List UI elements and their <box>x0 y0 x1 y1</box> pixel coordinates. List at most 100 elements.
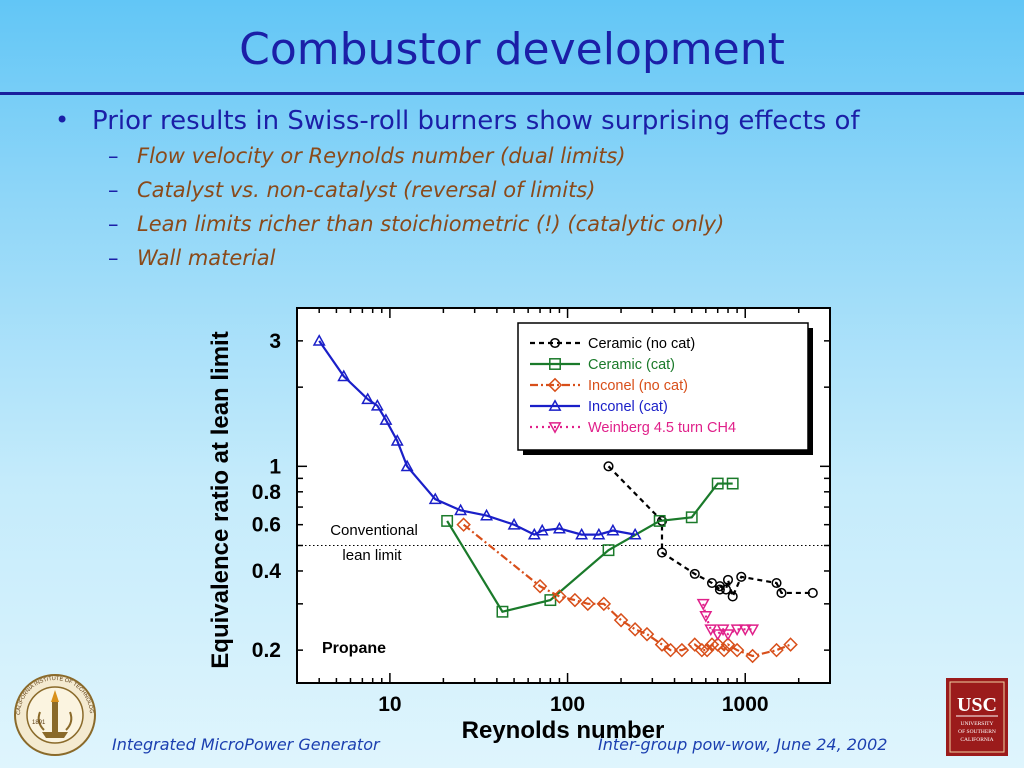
data-point <box>685 511 698 524</box>
legend-label: Weinberg 4.5 turn CH4 <box>588 420 736 436</box>
slide-title: Combustor development <box>239 24 785 75</box>
data-point <box>771 577 782 589</box>
main-bullet: Prior results in Swiss-roll burners show… <box>92 106 860 136</box>
data-point <box>548 399 562 411</box>
plot-frame <box>296 307 831 684</box>
data-point <box>704 637 720 652</box>
data-point <box>596 596 612 612</box>
data-point <box>606 523 620 536</box>
data-point <box>639 626 655 642</box>
data-point <box>567 592 583 608</box>
data-point <box>390 434 404 446</box>
propane-annotation: Propane <box>322 640 386 657</box>
data-point <box>454 503 468 516</box>
series-1 <box>441 477 739 618</box>
x-tick-label: 10 <box>378 693 401 716</box>
series-2 <box>456 517 798 664</box>
data-point <box>696 598 710 611</box>
x-axis-label: Reynolds number <box>462 717 665 744</box>
legend-label: Inconel (cat) <box>588 399 668 415</box>
data-point <box>726 477 739 490</box>
usc-line-3: CALIFORNIA <box>960 737 993 743</box>
data-point <box>738 624 752 637</box>
data-point <box>379 413 393 425</box>
y-tick-label: 0.2 <box>252 639 281 662</box>
data-point <box>722 574 734 585</box>
data-point <box>370 398 384 411</box>
data-point <box>532 578 548 594</box>
data-point <box>549 358 561 370</box>
subbullet-2: Catalyst vs. non-catalyst (reversal of l… <box>137 178 596 202</box>
dash-icon: – <box>108 178 119 202</box>
data-point <box>736 571 747 582</box>
y-tick-label: 0.4 <box>252 560 282 583</box>
data-point <box>654 637 670 652</box>
data-point <box>711 629 725 641</box>
caltech-seal-icon: 1891 CALIFORNIA INSTITUTE OF TECHNOLOGY <box>10 672 96 756</box>
data-point <box>613 612 629 628</box>
data-point <box>687 637 703 652</box>
reference-line-label-2: lean limit <box>342 547 402 564</box>
x-tick-label: 100 <box>550 693 585 716</box>
usc-line-2: OF SOUTHERN <box>958 729 996 735</box>
data-point <box>456 517 471 532</box>
data-point <box>689 568 700 579</box>
y-tick-label: 1 <box>269 455 281 478</box>
series-line <box>607 465 813 600</box>
data-point <box>361 392 375 405</box>
data-point <box>714 584 725 595</box>
title-divider <box>0 92 1024 95</box>
subbullet-4: Wall material <box>137 246 276 270</box>
dash-icon: – <box>108 246 119 270</box>
legend-label: Inconel (no cat) <box>588 378 688 394</box>
data-point <box>428 492 442 505</box>
dash-icon: – <box>108 144 119 168</box>
data-point <box>400 459 414 472</box>
data-point <box>807 587 818 599</box>
legend-label: Ceramic (cat) <box>588 357 675 373</box>
y-tick-label: 0.8 <box>252 481 282 504</box>
data-point <box>547 377 563 393</box>
data-point <box>552 589 567 604</box>
usc-logo-icon: USC UNIVERSITY OF SOUTHERN CALIFORNIA <box>946 678 1008 756</box>
data-point <box>674 642 690 658</box>
bullet-dot-icon: • <box>55 106 70 134</box>
data-point <box>783 637 798 652</box>
data-point <box>727 591 738 602</box>
data-point <box>663 642 678 658</box>
usc-wordmark: USC <box>957 694 997 716</box>
data-point <box>535 523 549 536</box>
usc-line-1: UNIVERSITY <box>961 721 994 727</box>
y-tick-label: 3 <box>269 330 281 353</box>
data-point <box>575 527 589 540</box>
data-point <box>603 461 614 472</box>
data-point <box>627 622 643 637</box>
data-point <box>441 514 454 527</box>
data-point <box>480 508 494 521</box>
series-3 <box>312 334 642 540</box>
y-tick-label: 0.6 <box>252 514 281 537</box>
data-point <box>769 642 784 658</box>
subbullet-1: Flow velocity or Reynolds number (dual l… <box>137 144 626 168</box>
data-point <box>337 369 351 382</box>
data-point <box>711 477 724 490</box>
legend-box <box>517 322 809 451</box>
legend-label: Ceramic (no cat) <box>588 336 695 352</box>
data-point <box>729 642 745 658</box>
data-point <box>716 642 732 658</box>
data-point <box>592 527 606 540</box>
seal-year: 1891 <box>32 720 46 726</box>
footer-right: Inter-group pow-wow, June 24, 2002 <box>598 735 888 754</box>
data-point <box>721 629 735 641</box>
data-point <box>548 422 562 434</box>
data-point <box>602 544 615 557</box>
data-point <box>496 605 509 618</box>
data-point <box>730 624 744 637</box>
data-point <box>699 642 715 658</box>
reference-line-label-1: Conventional <box>330 522 418 539</box>
y-axis-label: Equivalence ratio at lean limit <box>207 331 234 668</box>
series-4 <box>696 598 760 641</box>
data-point <box>552 521 566 534</box>
footer-left: Integrated MicroPower Generator <box>112 735 380 754</box>
